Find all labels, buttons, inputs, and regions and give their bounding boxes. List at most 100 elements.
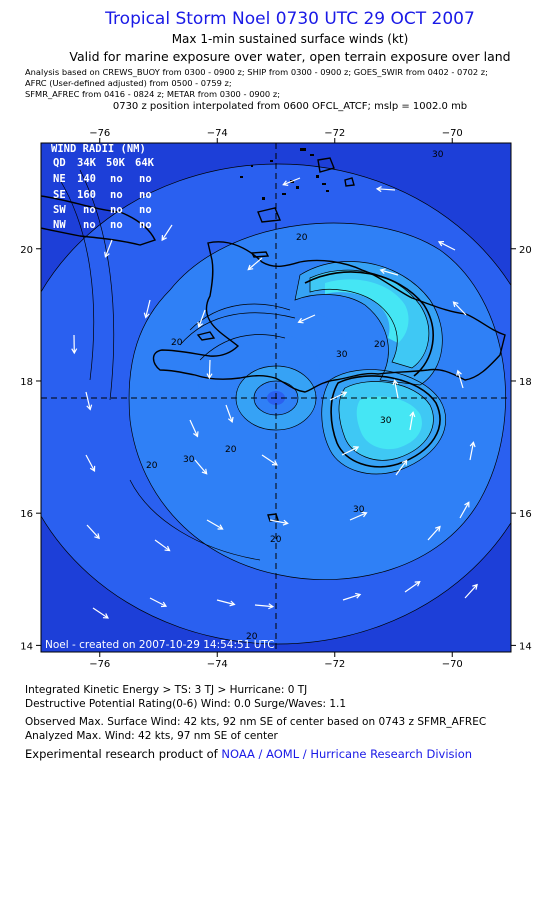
wind-arrow [154, 539, 170, 552]
position-note: 0730 z position interpolated from 0600 O… [112, 101, 468, 112]
credit-organization-link[interactable]: NOAA / AOML / Hurricane Research Divisio… [221, 747, 473, 761]
wind-arrow-head [414, 580, 421, 587]
wind-arrow-head [193, 431, 199, 438]
wind-arrows [71, 177, 478, 619]
wind-arrow-head [160, 601, 168, 608]
wind-arrow-head [472, 583, 478, 590]
wind-arrow-head [282, 519, 289, 526]
map-axes: −76 −76 −74 −74 −72 −72 −70 −70 20 20 18 18 16 16 14 14 [20, 128, 531, 670]
wind-arrow-head [143, 312, 150, 319]
contour-label: 20 [171, 338, 183, 348]
wind-radii-se-50k: no [110, 189, 123, 201]
lon-tick-label: −76 [89, 128, 110, 139]
lon-tick-label: −70 [442, 128, 463, 139]
wind-arrow [206, 519, 223, 530]
wind-arrow [377, 188, 396, 191]
wind-arrow [283, 177, 301, 186]
tortuga-outline [250, 251, 270, 258]
wind-arrow-head [392, 379, 399, 386]
lon-tick-label: −76 [89, 659, 110, 670]
lon-tick-label: −74 [207, 659, 228, 670]
contour-label: 20 [374, 340, 386, 350]
wind-arrow [149, 597, 167, 607]
wind-arrow [85, 391, 91, 410]
contour-label: 20 [296, 233, 308, 243]
lat-tick-label: 18 [20, 377, 33, 388]
wind-arrow [459, 502, 470, 519]
gonave-outline [196, 331, 216, 341]
lon-tick-label: −70 [442, 659, 463, 670]
wind-arrow [225, 404, 233, 423]
wind-radii-nw-label: NW [53, 219, 66, 231]
lon-tick-label: −72 [324, 128, 345, 139]
map-credit: Noel - created on 2007-10-29 14:54:51 UT… [45, 639, 275, 651]
lon-tick-label: −72 [324, 659, 345, 670]
lat-tick-label: 14 [519, 641, 532, 652]
wind-arrow-head [437, 240, 445, 247]
page-title: Tropical Storm Noel 0730 UTC 29 OCT 2007 [105, 9, 475, 29]
wind-arrow [409, 412, 414, 431]
ike-summary: Integrated Kinetic Energy > TS: 3 TJ > H… [25, 684, 308, 696]
validity-note: Valid for marine exposure over water, op… [69, 49, 511, 64]
research-credit: Experimental research product of NOAA / … [25, 747, 472, 761]
wind-radii-head-64k: 64K [135, 157, 155, 169]
turks-caicos-outline [317, 157, 355, 187]
wind-arrow [161, 224, 173, 241]
wind-arrow-head [102, 613, 109, 619]
wind-arrow [269, 519, 288, 525]
wind-radii-ne-64k: no [139, 173, 152, 185]
analysis-sources-line-3: SFMR_AFREC from 0416 - 0824 z; METAR fro… [25, 89, 280, 99]
wind-arrow-head [229, 600, 236, 607]
wind-arrow-head [401, 459, 408, 466]
wind-arrow [380, 269, 399, 276]
wind-arrow-head [201, 468, 208, 475]
wind-arrow-head [89, 465, 96, 472]
wind-arrow [216, 599, 235, 606]
wind-radii-nw-64k: no [139, 219, 152, 231]
credit-prefix: Experimental research product of [25, 747, 222, 761]
wind-arrow [349, 512, 367, 521]
wind-radii-head-50k: 50K [106, 157, 126, 169]
wind-arrow-head [464, 501, 470, 508]
wind-radii-sw-label: SW [53, 204, 66, 216]
inagua-outline [257, 207, 282, 223]
wind-arrow-head [355, 592, 362, 599]
wind-arrow [342, 593, 361, 601]
page-subtitle: Max 1-min sustained surface winds (kt) [171, 32, 409, 46]
beata-outline [267, 513, 279, 522]
wind-field-map: WIND RADII (NM) QD 34K 50K 64K NE 140 no… [20, 128, 531, 670]
analyzed-max-wind: Analyzed Max. Wind: 42 kts, 97 nm SE of … [25, 730, 278, 742]
wind-arrow-head [469, 441, 476, 448]
wind-arrow-head [247, 264, 254, 271]
wind-arrow [438, 241, 456, 251]
wind-arrow [341, 446, 359, 456]
wind-arrow [457, 370, 464, 389]
wind-radii-table: WIND RADII (NM) QD 34K 50K 64K NE 140 no… [51, 143, 155, 231]
wind-arrow [189, 419, 199, 437]
wind-arrow-head [227, 416, 234, 424]
contour-label: 20 [246, 632, 258, 642]
wind-arrow [194, 459, 208, 475]
wind-arrow [464, 584, 478, 599]
wind-arrow-head [86, 404, 93, 411]
wind-arrow [208, 359, 211, 379]
wind-arrow [86, 524, 100, 539]
wind-radii-head-qd: QD [53, 157, 66, 169]
wind-arrow-head [375, 186, 382, 193]
wind-arrow-head [379, 268, 386, 275]
contour-label: 30 [353, 505, 365, 515]
wind-radii-sw-64k: no [139, 204, 152, 216]
wind-arrow [145, 299, 151, 318]
wind-arrow-head [361, 511, 368, 518]
contour-labels: 20 30 20 30 30 20 20 30 20 20 20 30 [146, 150, 444, 642]
contour-label: 20 [225, 445, 237, 455]
contour-label: 30 [336, 350, 348, 360]
wind-radii-ne-34k: 140 [77, 173, 96, 185]
wind-arrow [298, 314, 316, 323]
lon-tick-label: −74 [207, 128, 228, 139]
map-frame [40, 142, 512, 653]
lat-tick-label: 16 [20, 509, 33, 520]
cuba-outline [41, 195, 156, 246]
wind-arrow-head [217, 524, 224, 530]
wind-contour-field: WIND RADII (NM) QD 34K 50K 64K NE 140 no… [41, 143, 511, 652]
